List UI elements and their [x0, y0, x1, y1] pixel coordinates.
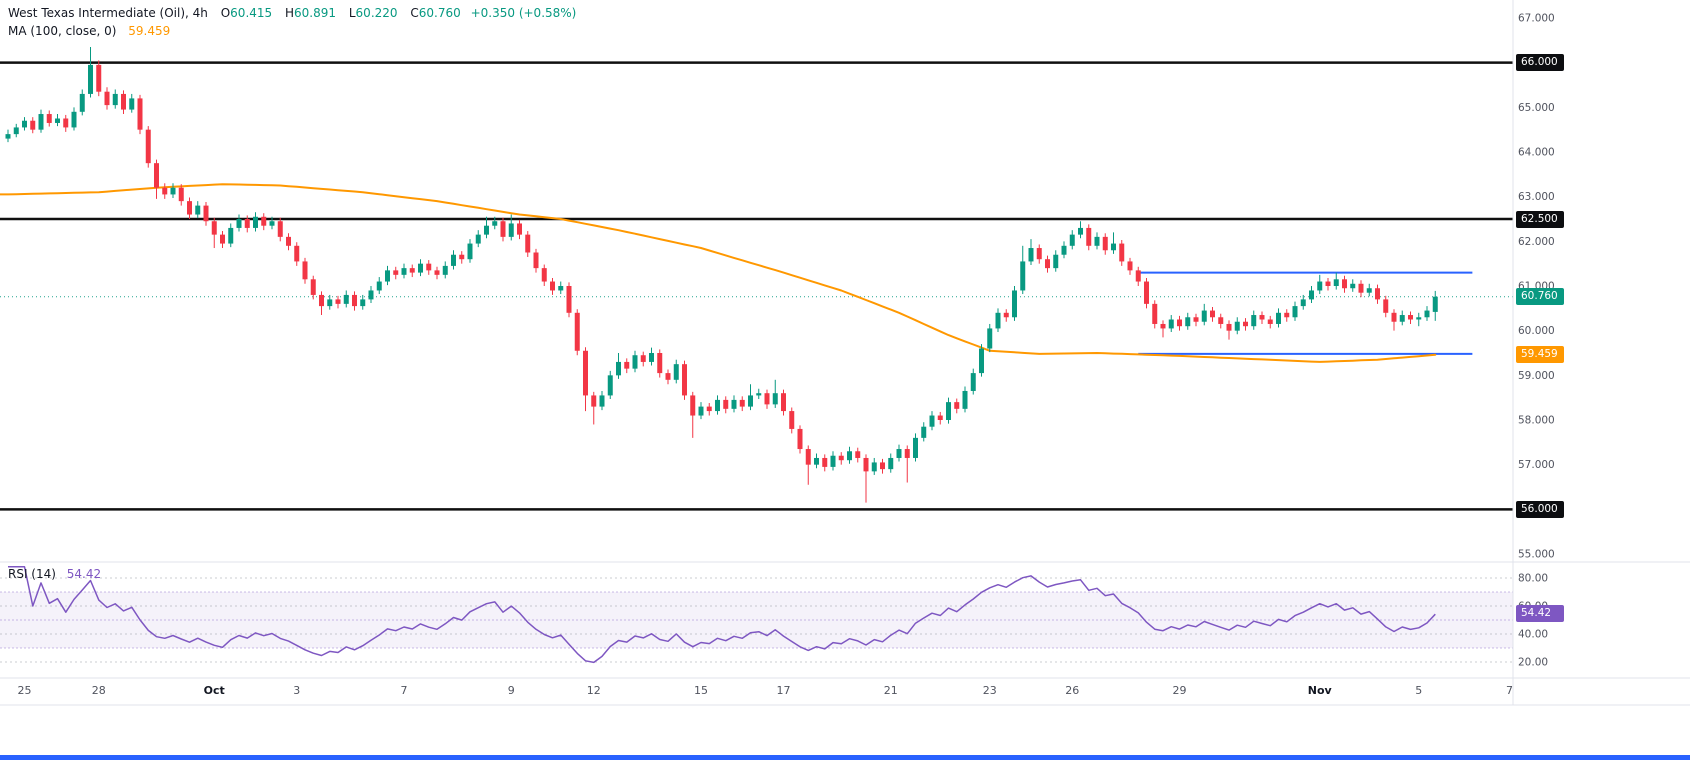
low-label: L — [348, 6, 356, 20]
svg-text:65.000: 65.000 — [1518, 102, 1555, 114]
open-value: 60.415 — [230, 6, 273, 20]
rsi-line — [8, 566, 1436, 664]
horizontal-level-lines — [0, 61, 1513, 511]
svg-text:20.00: 20.00 — [1518, 657, 1548, 669]
svg-text:64.000: 64.000 — [1518, 147, 1555, 159]
svg-text:26: 26 — [1065, 684, 1079, 697]
svg-text:63.000: 63.000 — [1518, 191, 1555, 203]
ma-legend[interactable]: MA (100, close, 0) 59.459 — [8, 24, 170, 38]
svg-text:9: 9 — [508, 684, 515, 697]
svg-text:17: 17 — [777, 684, 791, 697]
svg-text:80.00: 80.00 — [1518, 573, 1548, 585]
svg-text:40.00: 40.00 — [1518, 629, 1548, 641]
svg-text:12: 12 — [587, 684, 601, 697]
rsi-legend[interactable]: RSI (14) 54.42 — [8, 567, 101, 581]
svg-text:29: 29 — [1173, 684, 1187, 697]
level-badge-62500: 62.500 — [1516, 210, 1564, 228]
open-label: O — [220, 6, 231, 20]
svg-text:55.000: 55.000 — [1518, 549, 1555, 561]
svg-text:Oct: Oct — [204, 684, 225, 697]
symbol-legend: West Texas Intermediate (Oil), 4h O60.41… — [8, 6, 576, 20]
svg-text:21: 21 — [884, 684, 898, 697]
svg-text:58.000: 58.000 — [1518, 415, 1555, 427]
ma-legend-label: MA (100, close, 0) — [8, 24, 117, 38]
high-label: H — [285, 6, 295, 20]
rsi-legend-label: RSI (14) — [8, 567, 56, 581]
ma-value-badge: 59.459 — [1516, 346, 1564, 364]
ma-legend-value: 59.459 — [128, 24, 171, 38]
svg-text:23: 23 — [983, 684, 997, 697]
pane-dividers — [0, 0, 1690, 706]
close-label: C — [410, 6, 419, 20]
rsi-legend-value: 54.42 — [66, 567, 102, 581]
svg-text:5: 5 — [1415, 684, 1422, 697]
ma-line — [0, 183, 1437, 363]
svg-text:7: 7 — [401, 684, 408, 697]
svg-text:Nov: Nov — [1308, 684, 1333, 697]
symbol-title[interactable]: West Texas Intermediate (Oil), 4h — [8, 6, 208, 20]
change-value: +0.350 (+0.58%) — [470, 6, 577, 20]
candles-layer — [5, 47, 1438, 503]
rsi-band — [0, 577, 1513, 663]
level-badge-56000: 56.000 — [1516, 500, 1564, 518]
svg-text:28: 28 — [92, 684, 106, 697]
svg-text:59.000: 59.000 — [1518, 370, 1555, 382]
svg-text:57.000: 57.000 — [1518, 459, 1555, 471]
last-price-badge: 60.760 — [1516, 288, 1564, 306]
svg-text:3: 3 — [293, 684, 300, 697]
svg-text:62.000: 62.000 — [1518, 236, 1555, 248]
close-value: 60.760 — [418, 6, 461, 20]
time-axis[interactable] — [0, 678, 1690, 705]
low-value: 60.220 — [355, 6, 398, 20]
bottom-edge-bar — [0, 755, 1690, 760]
svg-text:25: 25 — [18, 684, 32, 697]
svg-text:60.000: 60.000 — [1518, 325, 1555, 337]
blue-range-lines — [1138, 271, 1473, 355]
rsi-value-badge: 54.42 — [1516, 605, 1564, 623]
level-badge-66000: 66.000 — [1516, 54, 1564, 72]
svg-text:15: 15 — [694, 684, 708, 697]
svg-text:7: 7 — [1506, 684, 1513, 697]
high-value: 60.891 — [294, 6, 337, 20]
svg-text:67.000: 67.000 — [1518, 13, 1555, 25]
